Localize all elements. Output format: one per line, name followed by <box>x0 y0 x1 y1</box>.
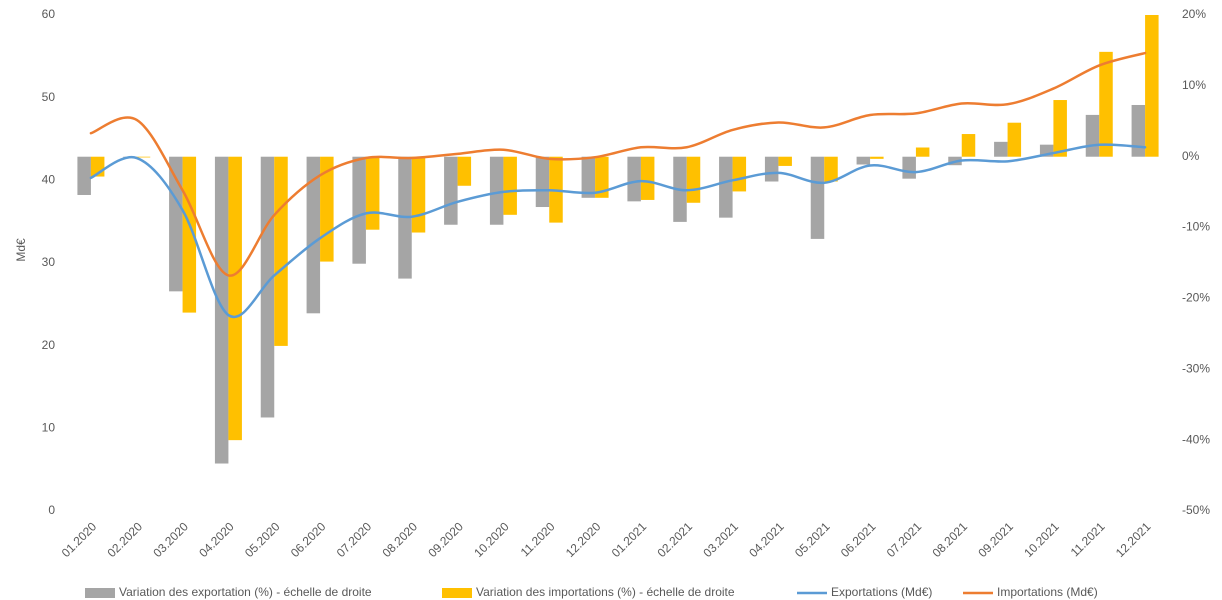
bar <box>169 156 183 292</box>
bar <box>214 156 229 464</box>
bar <box>457 156 472 186</box>
bar <box>1145 15 1159 157</box>
bar <box>824 156 838 182</box>
bar <box>1085 114 1100 157</box>
x-tick-label: 02.2020 <box>105 519 146 560</box>
bar <box>961 134 976 157</box>
x-tick-label: 03.2020 <box>150 519 191 560</box>
x-tick-label: 10.2021 <box>1021 519 1062 560</box>
x-tick-label: 06.2021 <box>838 519 879 560</box>
bar <box>260 156 275 418</box>
bar <box>640 156 655 200</box>
bar <box>306 156 321 314</box>
bar <box>365 156 380 230</box>
bar <box>136 156 151 158</box>
bar <box>778 156 792 166</box>
bar <box>503 156 517 215</box>
line <box>89 51 1147 277</box>
bar <box>352 156 366 264</box>
y2-tick-label: -50% <box>1182 503 1210 517</box>
x-tick-label: 03.2021 <box>700 519 741 560</box>
legend-label: Variation des exportation (%) - échelle … <box>119 585 372 599</box>
bar <box>627 156 641 202</box>
bar <box>595 156 609 198</box>
legend-label: Exportations (Md€) <box>831 585 932 599</box>
y-tick-label: 50 <box>42 90 56 104</box>
bar <box>228 156 242 441</box>
x-tick-label: 08.2020 <box>380 519 421 560</box>
x-tick-label: 02.2021 <box>655 519 696 560</box>
x-tick-label: 09.2021 <box>975 519 1016 560</box>
y2-tick-label: -40% <box>1182 432 1210 446</box>
y-tick-label: 60 <box>42 7 56 21</box>
bar <box>856 156 871 165</box>
bar <box>915 147 930 157</box>
y2-tick-label: 20% <box>1182 7 1206 21</box>
x-tick-label: 05.2021 <box>792 519 833 560</box>
bar <box>902 156 916 179</box>
bar <box>581 156 596 198</box>
bar <box>1053 100 1067 157</box>
x-tick-label: 07.2020 <box>334 519 375 560</box>
bar <box>1099 51 1113 157</box>
bar <box>870 156 884 159</box>
y-tick-label: 30 <box>42 255 56 269</box>
x-tick-label: 12.2021 <box>1113 519 1154 560</box>
bar <box>810 156 825 239</box>
legend-label: Variation des importations (%) - échelle… <box>476 585 735 599</box>
line <box>89 143 1147 319</box>
y2-tick-label: 10% <box>1182 78 1206 92</box>
y2-tick-label: 0% <box>1182 149 1200 163</box>
bar <box>535 156 550 208</box>
bar <box>1131 104 1146 157</box>
x-tick-label: 01.2020 <box>59 519 100 560</box>
x-tick-label: 11.2021 <box>1068 519 1108 559</box>
bar <box>77 156 91 195</box>
legend-swatch <box>85 588 115 598</box>
x-tick-label: 09.2020 <box>425 519 466 560</box>
x-tick-label: 10.2020 <box>471 519 512 560</box>
x-tick-label: 06.2020 <box>288 519 329 560</box>
x-tick-label: 04.2021 <box>746 519 787 560</box>
bar <box>994 141 1008 157</box>
legend-label: Importations (Md€) <box>997 585 1098 599</box>
bar <box>1007 122 1022 157</box>
y-tick-label: 40 <box>42 173 56 187</box>
x-tick-label: 04.2020 <box>196 519 237 560</box>
bar <box>732 156 747 192</box>
y2-tick-label: -10% <box>1182 220 1210 234</box>
bar <box>489 156 504 225</box>
x-tick-label: 07.2021 <box>884 519 925 560</box>
bar <box>719 156 733 218</box>
y-tick-label: 10 <box>42 421 56 435</box>
x-tick-label: 12.2020 <box>563 519 604 560</box>
y-tick-label: 20 <box>42 338 56 352</box>
x-tick-label: 01.2021 <box>609 519 650 560</box>
bar <box>764 156 779 182</box>
x-tick-label: 11.2020 <box>518 519 558 559</box>
bar <box>411 156 426 233</box>
legend-swatch <box>442 588 472 598</box>
bar <box>444 156 458 225</box>
y-axis-title: Md€ <box>14 238 28 262</box>
x-tick-label: 08.2021 <box>930 519 971 560</box>
y2-tick-label: -20% <box>1182 291 1210 305</box>
bar <box>274 156 288 346</box>
y-tick-label: 0 <box>48 503 55 517</box>
bar <box>686 156 701 203</box>
x-tick-label: 05.2020 <box>242 519 283 560</box>
y2-tick-label: -30% <box>1182 361 1210 375</box>
